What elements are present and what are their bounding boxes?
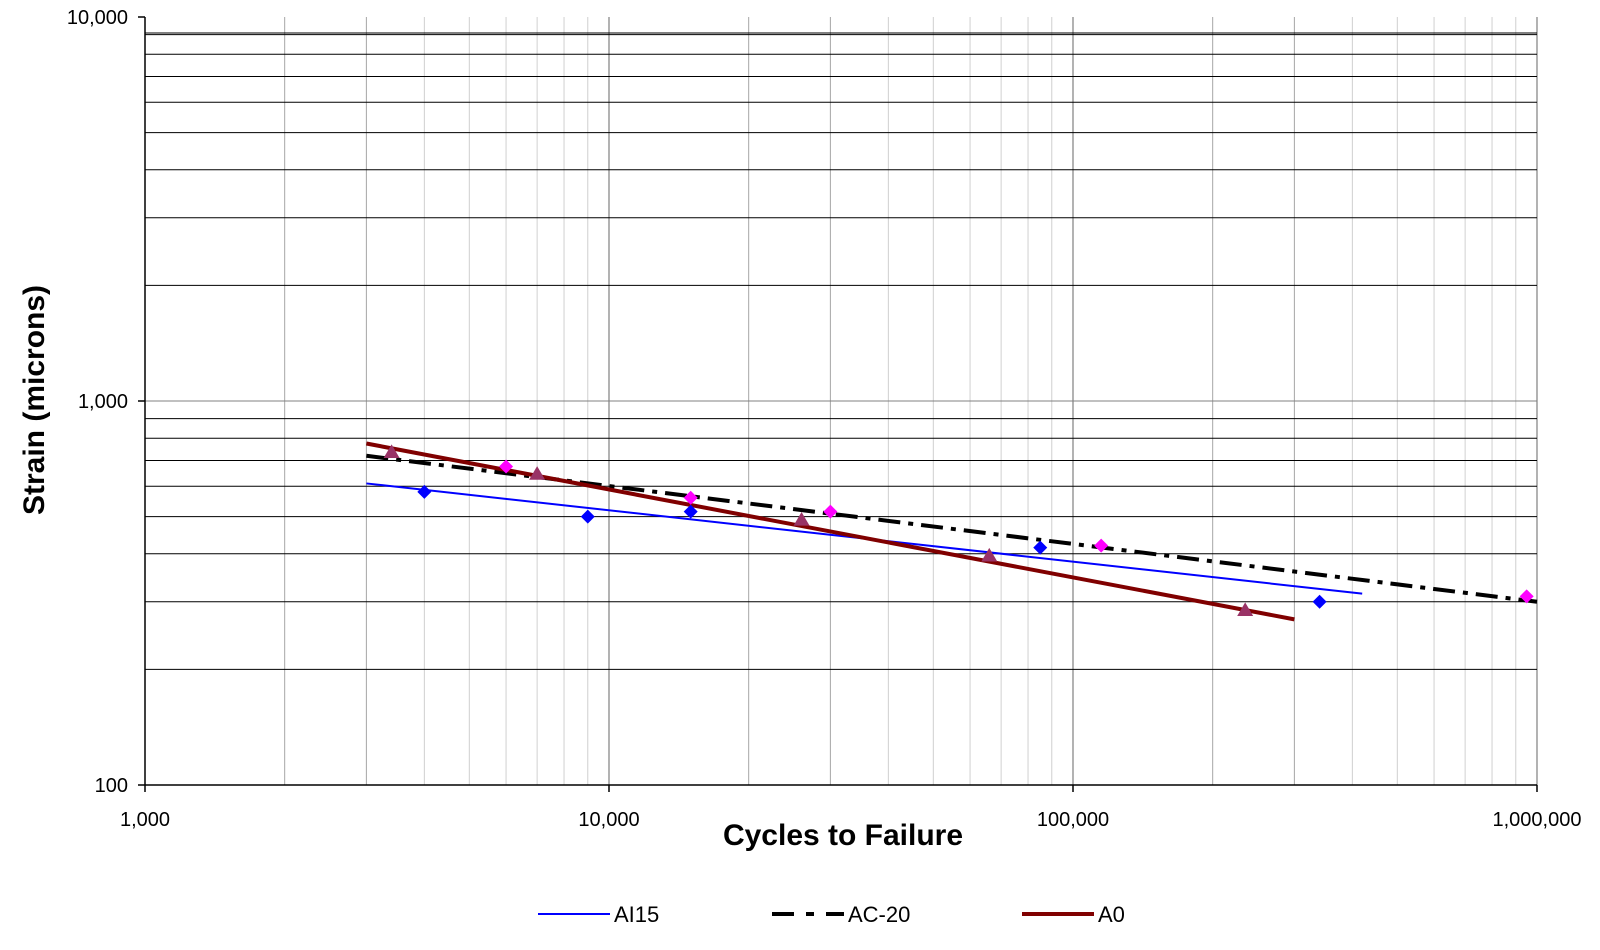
data-point-ai15 [580, 509, 595, 524]
axes [138, 16, 1538, 792]
data-point-a0 [1237, 602, 1254, 616]
tick-labels: 100 1,000 10,000 1,000 10,000 100,000 1,000,00… [67, 7, 1582, 831]
x-tick-label: 10,000 [578, 809, 639, 831]
x-tick-label: 100,000 [1037, 809, 1109, 831]
x-tick-label: 1,000 [120, 809, 170, 831]
trend-lines [366, 441, 1538, 622]
x-tick-label: 1,000,000 [1493, 809, 1582, 831]
data-point-ac-20 [683, 490, 698, 505]
data-point-ac-20 [499, 459, 514, 474]
data-point-ac-20 [1519, 589, 1534, 604]
legend: AI15 AC-20 A0 [538, 902, 1125, 927]
data-point-ac-20 [823, 504, 838, 519]
legend-label-ai15: AI15 [614, 902, 659, 927]
y-tick-label: 100 [95, 775, 128, 797]
data-point-a0 [529, 466, 546, 480]
y-tick-label: 1,000 [78, 391, 128, 413]
x-axis-title: Cycles to Failure [723, 819, 963, 852]
data-point-ai15 [1312, 594, 1327, 609]
data-point-a0 [383, 444, 400, 458]
data-point-a0 [793, 511, 810, 526]
y-axis-title: Strain (microns) [18, 285, 51, 515]
trend-line-ac-20 [366, 453, 1538, 604]
data-point-ac-20 [1094, 538, 1109, 553]
data-point-ai15 [683, 504, 698, 519]
data-point-ai15 [417, 484, 432, 499]
data-points [383, 444, 1534, 616]
grid [145, 17, 1538, 785]
data-point-ai15 [1033, 540, 1048, 555]
y-tick-label: 10,000 [67, 7, 128, 29]
data-point-a0 [981, 547, 998, 562]
trend-line-a0 [366, 441, 1295, 622]
legend-label-a0: A0 [1098, 902, 1125, 927]
legend-label-ac-20: AC-20 [848, 902, 910, 927]
